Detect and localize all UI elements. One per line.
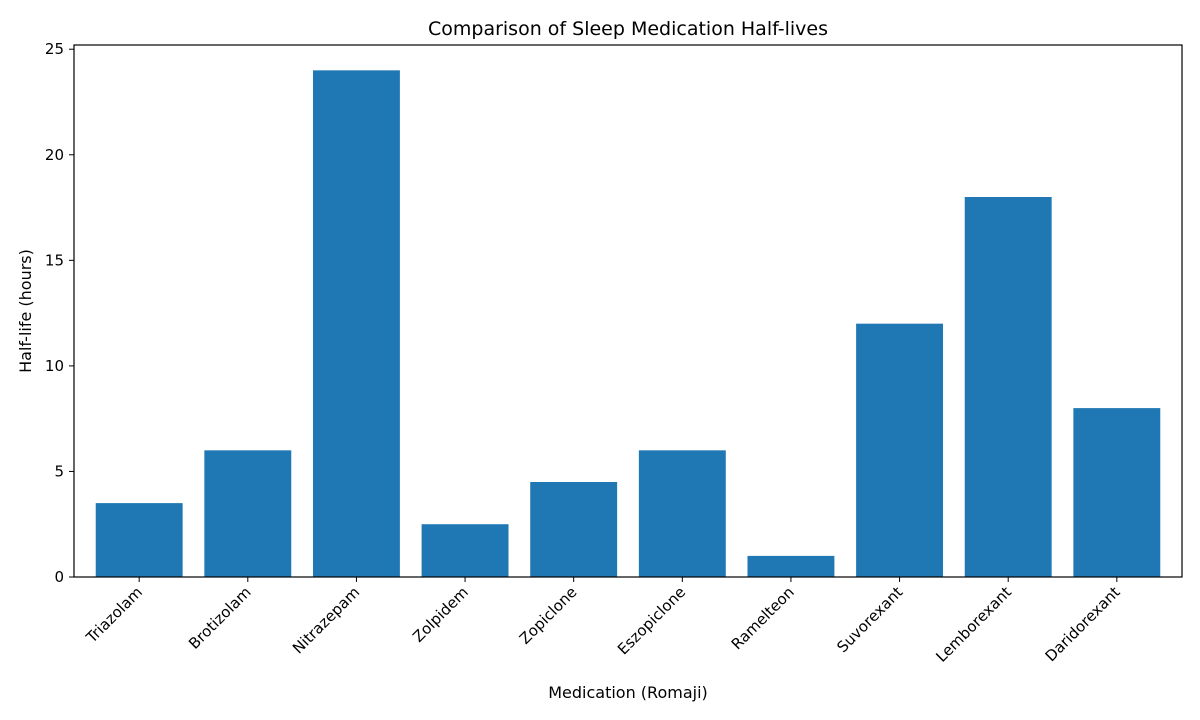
bar-triazolam bbox=[95, 503, 183, 577]
bar-ramelteon bbox=[747, 555, 835, 577]
x-tick-label: Ramelteon bbox=[728, 583, 798, 653]
y-tick-label: 20 bbox=[45, 146, 64, 164]
bar-suvorexant bbox=[856, 323, 944, 577]
y-axis: 0 5 10 15 20 25 bbox=[45, 40, 74, 586]
x-tick-label: Zopiclone bbox=[516, 583, 581, 648]
bar-zolpidem bbox=[421, 524, 509, 577]
bar-zopiclone bbox=[530, 482, 618, 577]
plot-frame bbox=[73, 44, 1183, 578]
x-axis-label: Medication (Romaji) bbox=[548, 683, 708, 702]
x-axis: Triazolam Brotizolam Nitrazepam Zolpidem Zop… bbox=[82, 577, 1124, 666]
bar-brotizolam bbox=[204, 450, 292, 577]
y-axis-label: Half-life (hours) bbox=[16, 249, 35, 373]
y-tick-label: 15 bbox=[45, 251, 64, 269]
x-tick-label: Suvorexant bbox=[833, 583, 906, 656]
y-tick-label: 10 bbox=[45, 357, 64, 375]
x-tick-label: Brotizolam bbox=[185, 583, 255, 653]
y-tick-label: 0 bbox=[54, 568, 64, 586]
bar-daridorexant bbox=[1073, 408, 1161, 577]
x-tick-label: Nitrazepam bbox=[289, 583, 363, 657]
bar-eszopiclone bbox=[638, 450, 726, 577]
chart-title: Comparison of Sleep Medication Half-live… bbox=[428, 18, 828, 40]
x-tick-label: Eszopiclone bbox=[614, 583, 689, 658]
x-tick-label: Daridorexant bbox=[1042, 583, 1124, 665]
bar-lemborexant bbox=[964, 197, 1052, 577]
x-tick-label: Triazolam bbox=[82, 583, 146, 647]
y-tick-label: 5 bbox=[54, 462, 64, 480]
bar-nitrazepam bbox=[312, 70, 400, 577]
y-tick-label: 25 bbox=[45, 40, 64, 58]
bars-group bbox=[95, 70, 1161, 577]
x-tick-label: Lemborexant bbox=[932, 583, 1015, 666]
x-tick-label: Zolpidem bbox=[409, 583, 472, 646]
